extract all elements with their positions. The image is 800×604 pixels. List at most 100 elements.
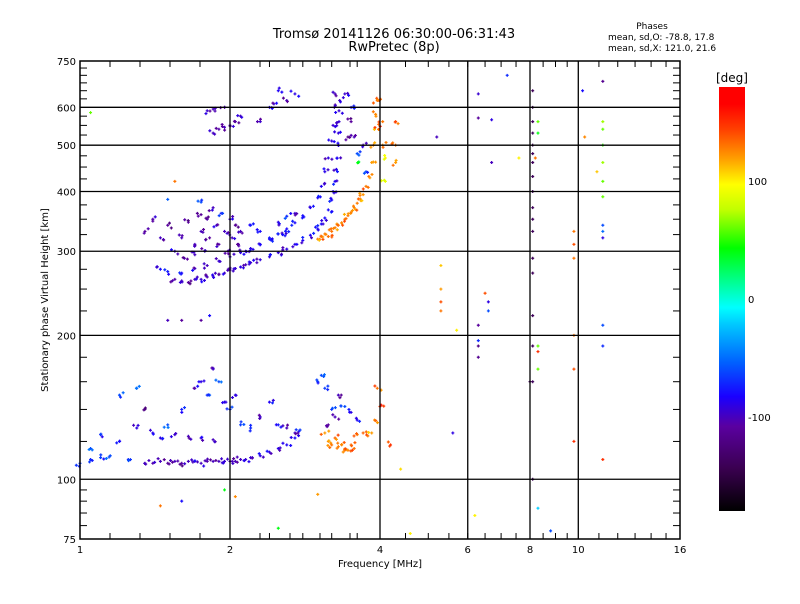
y-axis-label: Stationary phase Virtual Height [km] [40,208,51,392]
data-point-marker [196,214,200,218]
data-point [601,323,605,327]
data-point-marker [346,91,350,95]
data-point-marker [240,231,244,235]
data-point [490,118,494,122]
data-point [335,120,341,125]
data-point-marker [356,197,360,201]
data-point-marker [233,495,237,499]
data-point-marker [517,156,521,160]
data-point [207,206,215,213]
data-point-marker [191,460,195,464]
data-point-marker [343,219,347,223]
data-point-marker [168,221,172,225]
data-point [476,116,480,120]
data-point [151,215,157,223]
plot-frame [79,60,681,540]
data-point-marker [328,199,332,203]
data-point-marker [217,214,221,218]
data-point-marker [220,122,224,126]
data-point-marker [204,112,208,116]
data-point-marker [170,460,174,464]
data-point [346,209,354,216]
data-point-marker [258,117,262,121]
data-point [476,344,480,348]
data-point-marker [361,187,365,191]
data-point-marker [342,440,346,444]
x-tick-label: 1 [77,545,83,556]
data-point [314,225,320,232]
data-point-marker [352,446,356,450]
data-point-marker [533,156,537,160]
data-point-marker [331,90,335,94]
data-point [331,90,338,98]
data-point-marker [237,121,241,125]
data-point-marker [531,174,535,178]
data-point-marker [234,223,238,227]
data-point-marker [107,455,111,459]
data-point [336,393,343,400]
data-point [274,423,283,429]
data-point-marker [163,268,167,272]
data-point-marker [258,417,262,421]
data-point-marker [308,233,312,237]
data-point-marker [336,393,340,397]
data-point-marker [166,423,170,427]
data-point-marker [119,395,123,399]
data-point [486,300,490,304]
data-point-marker [343,404,347,408]
data-point-marker [358,191,362,195]
data-point [181,256,189,261]
data-point-marker [311,204,315,208]
data-point-marker [531,344,535,348]
data-point-marker [338,396,342,400]
data-point-marker [183,218,187,222]
colorbar-tick-label: -100 [748,413,771,424]
data-point-marker [287,230,291,234]
data-point-marker [531,89,535,93]
data-point-marker [319,184,323,188]
data-point [439,264,443,268]
data-point-marker [167,272,171,276]
data-point [88,457,94,464]
data-point [180,499,184,503]
data-point-marker [201,438,205,442]
data-point [366,431,374,438]
data-point [333,130,342,135]
data-point [352,432,359,438]
data-point [158,436,165,441]
data-point-marker [531,217,535,221]
data-point-marker [369,145,373,149]
data-point-marker [531,256,535,260]
data-point [195,211,203,218]
data-point [344,135,352,142]
data-point [536,344,540,348]
data-point-marker [324,218,328,222]
data-point-marker [151,432,155,436]
data-point-marker [156,457,160,461]
data-point-marker [361,193,365,197]
data-point [276,251,284,257]
data-point-marker [326,423,330,427]
data-point-marker [536,344,540,348]
data-points [74,73,605,536]
data-point-marker [572,439,576,443]
data-point-marker [89,457,93,461]
data-point-marker [285,247,289,251]
data-point-marker [338,100,342,104]
data-point-marker [283,216,287,220]
data-point [115,439,122,445]
data-point-marker [408,532,412,536]
data-point [126,457,132,463]
data-point [390,141,398,147]
data-point-marker [289,89,293,93]
data-point [399,467,403,471]
data-point-marker [196,384,200,388]
data-point-marker [333,92,337,96]
data-point-marker [316,228,320,232]
data-point-marker [330,443,334,447]
data-point-marker [601,120,605,124]
data-point [293,211,299,217]
data-point [156,457,166,463]
data-point-marker [322,167,326,171]
data-point-marker [166,425,170,429]
